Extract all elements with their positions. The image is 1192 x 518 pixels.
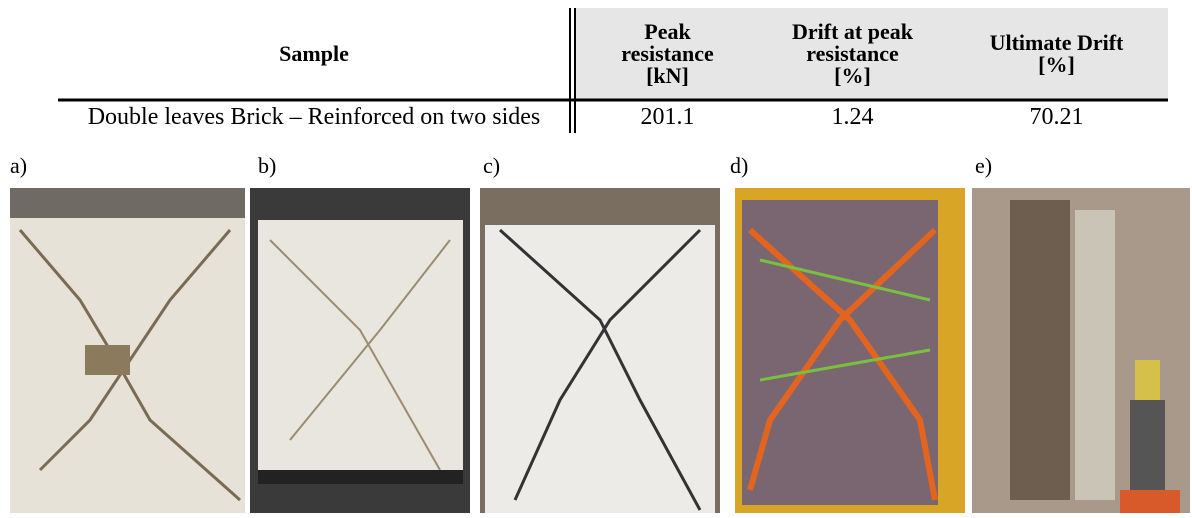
header-line: [%]: [834, 65, 871, 87]
header-line: Peak: [644, 21, 690, 43]
header-cell: Drift at peak resistance [%]: [760, 8, 945, 100]
header-line: Ultimate Drift: [990, 32, 1124, 54]
cell: Double leaves Brick – Reinforced on two …: [58, 101, 570, 133]
panel-label: a): [10, 153, 27, 179]
cell: 201.1: [575, 101, 760, 133]
page: Sample Peak resistance [kN] Drift at pea…: [0, 0, 1192, 518]
header-line: [kN]: [646, 65, 689, 87]
header-line: resistance: [806, 43, 898, 65]
photo-e: [972, 188, 1190, 513]
panel-label: e): [975, 153, 992, 179]
panel-label: c): [483, 153, 500, 179]
header-cell: Peak resistance [kN]: [575, 8, 760, 100]
panel-label: b): [258, 153, 276, 179]
photo-a: [10, 188, 245, 513]
cell: 70.21: [945, 101, 1168, 133]
header-text: Sample: [279, 43, 349, 65]
photo-c: [480, 188, 720, 513]
header-line: [%]: [1038, 54, 1075, 76]
panel-label: d): [730, 153, 748, 179]
header-cell: Sample: [58, 8, 570, 100]
photo-d: [735, 188, 965, 513]
header-cell: Ultimate Drift [%]: [945, 8, 1168, 100]
cell: 1.24: [760, 101, 945, 133]
photo-b: [250, 188, 470, 513]
header-line: resistance: [621, 43, 713, 65]
header-line: Drift at peak: [792, 21, 913, 43]
